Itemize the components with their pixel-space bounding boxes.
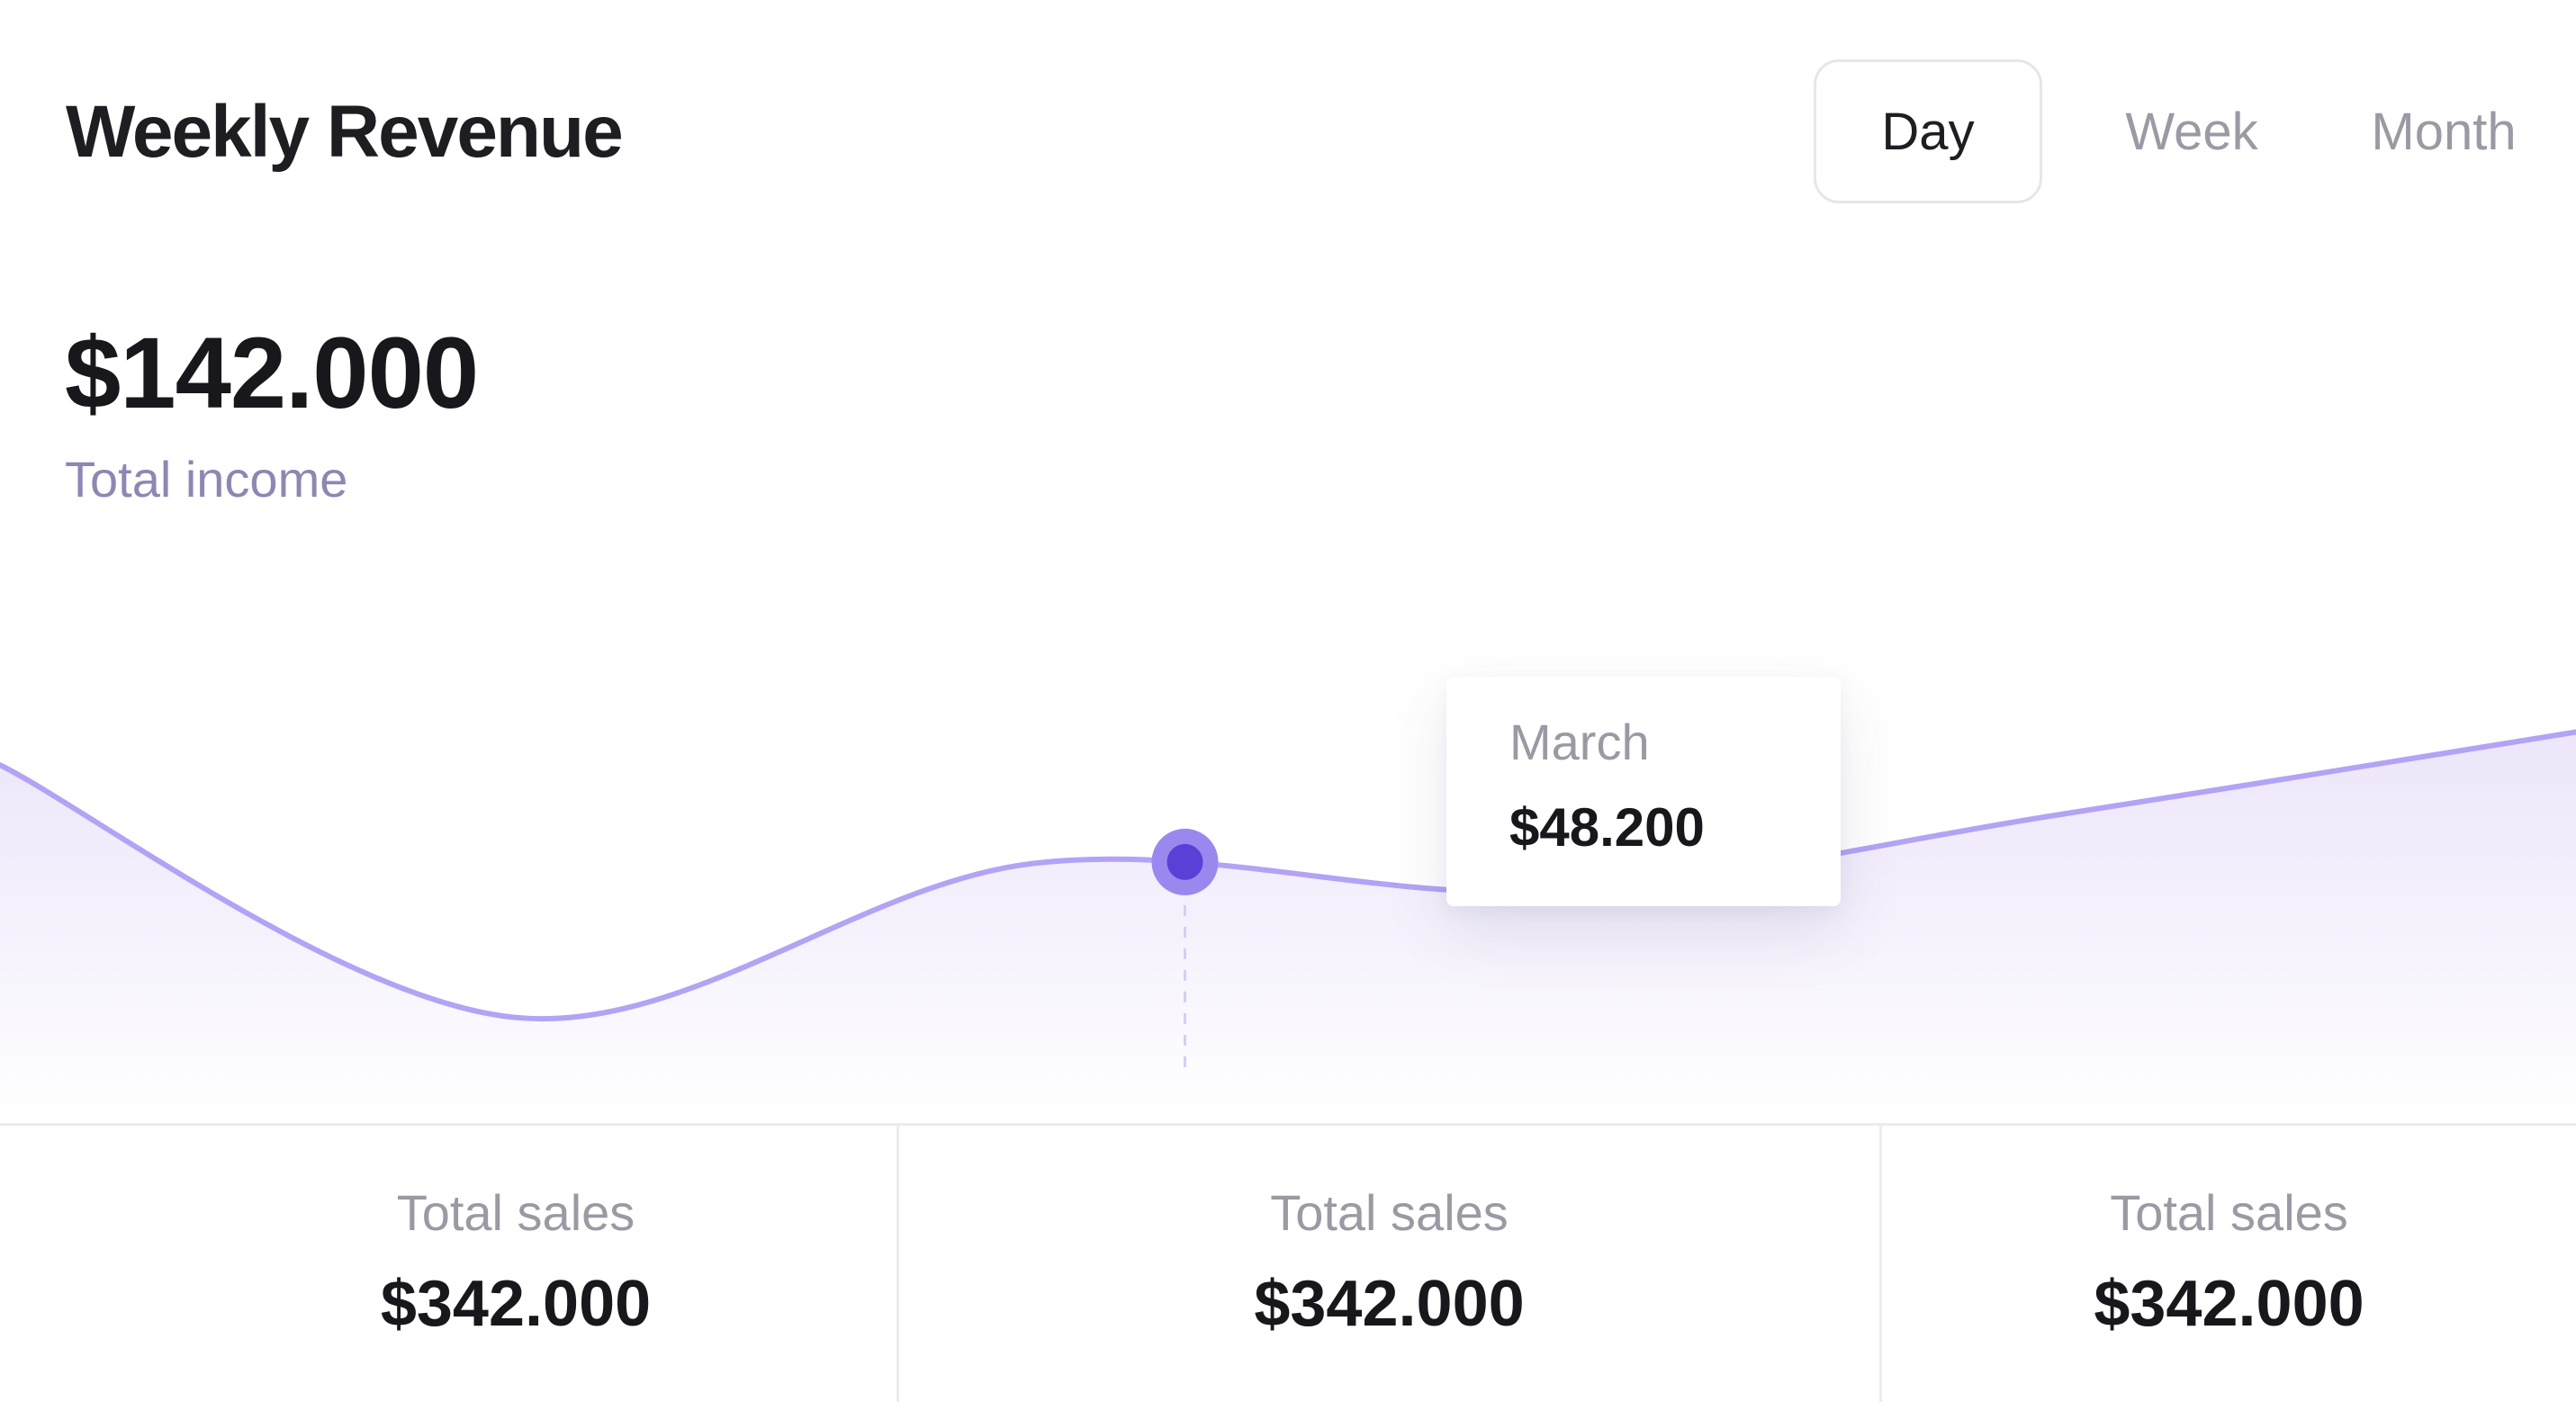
stat-value: $342.000 — [2094, 1268, 2364, 1340]
stats-row: Total sales $342.000 Total sales $342.00… — [0, 1125, 2576, 1402]
chart-highlight-point[interactable] — [1166, 843, 1203, 880]
chart-area-fill — [0, 732, 2576, 1125]
period-month-button[interactable]: Month — [2371, 102, 2517, 161]
stat-card: Total sales $342.000 — [1879, 1125, 2576, 1402]
period-day-button[interactable]: Day — [1814, 59, 2042, 203]
chart-tooltip: March $48.200 — [1446, 677, 1841, 906]
total-income-label: Total income — [65, 451, 348, 508]
stat-label: Total sales — [2110, 1184, 2348, 1241]
revenue-chart — [0, 729, 2576, 1125]
period-selector: Day Week Month — [1814, 59, 2552, 207]
card-title: Weekly Revenue — [66, 91, 624, 173]
tooltip-label: March — [1509, 714, 1650, 770]
chart-series-line — [0, 729, 2576, 1022]
period-week-button[interactable]: Week — [2125, 102, 2258, 161]
stat-card: Total sales $342.000 — [896, 1125, 1879, 1402]
stat-label: Total sales — [1270, 1184, 1509, 1241]
stat-value: $342.000 — [380, 1268, 652, 1340]
stat-value: $342.000 — [1254, 1268, 1525, 1340]
total-income-value: $142.000 — [65, 317, 479, 429]
tooltip-value: $48.200 — [1509, 797, 1705, 858]
stat-label: Total sales — [396, 1184, 635, 1241]
stat-card: Total sales $342.000 — [0, 1125, 896, 1402]
stats-divider — [0, 1123, 2576, 1126]
